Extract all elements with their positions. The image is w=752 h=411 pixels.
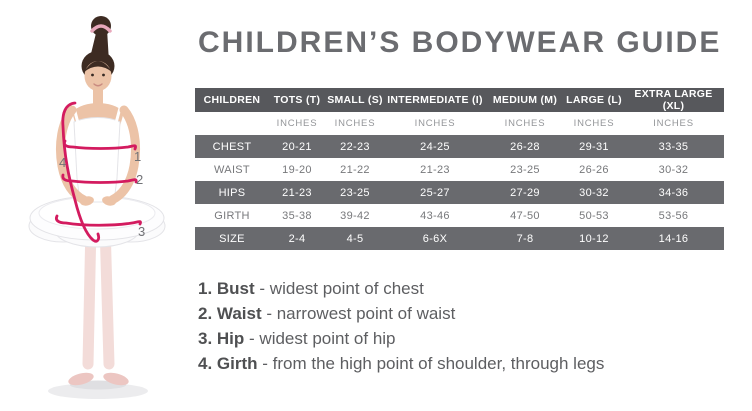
chest-value: 20-21 xyxy=(282,140,312,153)
units-cell: INCHES xyxy=(504,118,546,129)
girth-value: 39-42 xyxy=(340,209,370,222)
hips-value: 30-32 xyxy=(579,186,609,199)
waist-marker-label: 2 xyxy=(136,172,143,187)
legend-desc-bust: - widest point of chest xyxy=(259,279,424,298)
row-label-hips: HIPS xyxy=(218,186,246,199)
units-cell-empty xyxy=(195,112,269,135)
size-value: 14-16 xyxy=(658,232,689,245)
size-value: 6-6X xyxy=(422,232,448,245)
neck xyxy=(93,86,103,104)
row-label-chest: CHEST xyxy=(212,140,252,153)
face xyxy=(84,61,112,91)
units-cell: INCHES xyxy=(334,118,376,129)
table-row-hips: HIPS 21-23 23-25 25-27 27-29 30-32 34-36 xyxy=(195,181,724,204)
column-header-medium: MEDIUM (M) xyxy=(492,94,558,106)
units-cell: INCHES xyxy=(276,118,318,129)
legend-desc-waist: - narrowest point of waist xyxy=(266,304,456,323)
hips-value: 21-23 xyxy=(282,186,312,199)
hips-value: 23-25 xyxy=(340,186,370,199)
hips-value: 27-29 xyxy=(510,186,540,199)
bust-measure-line xyxy=(63,139,137,151)
right-strap xyxy=(114,106,122,125)
right-eye xyxy=(102,73,105,77)
waist-value: 21-23 xyxy=(420,163,450,176)
size-value: 4-5 xyxy=(346,232,364,245)
legend-desc-hip: - widest point of hip xyxy=(249,329,396,348)
column-header-tots: TOTS (T) xyxy=(273,94,321,106)
row-label-size: SIZE xyxy=(219,232,245,245)
smile xyxy=(93,83,103,87)
chest-value: 24-25 xyxy=(420,140,450,153)
chest-value: 26-28 xyxy=(510,140,540,153)
pink-headband xyxy=(90,24,112,33)
size-value: 2-4 xyxy=(288,232,306,245)
legend-item-girth: 4. Girth - from the high point of should… xyxy=(198,351,746,376)
left-hand xyxy=(80,196,94,206)
legend-item-waist: 2. Waist - narrowest point of waist xyxy=(198,301,746,326)
hair-fringe xyxy=(84,61,112,72)
units-row: INCHES INCHES INCHES INCHES INCHES INCHE… xyxy=(195,112,724,135)
size-value: 10-12 xyxy=(579,232,609,245)
left-arm xyxy=(55,105,89,205)
bust-marker-label: 1 xyxy=(134,149,141,164)
hips-value: 34-36 xyxy=(658,186,689,199)
left-leg xyxy=(82,218,97,370)
legend-term-hip: 3. Hip xyxy=(198,329,245,348)
legend-desc-girth: - from the high point of shoulder, throu… xyxy=(262,354,605,373)
column-header-intermediate: INTERMEDIATE (I) xyxy=(387,94,483,106)
waist-value: 23-25 xyxy=(510,163,540,176)
chest-value: 22-23 xyxy=(340,140,370,153)
right-arm xyxy=(107,105,141,205)
legend-term-girth: 4. Girth xyxy=(198,354,258,373)
row-label-waist: WAIST xyxy=(214,163,250,176)
units-cell: INCHES xyxy=(573,118,615,129)
legend-term-bust: 1. Bust xyxy=(198,279,255,298)
table-header-row: CHILDREN TOTS (T) SMALL (S) INTERMEDIATE… xyxy=(195,88,724,112)
left-eye xyxy=(91,73,94,77)
hip-measure-line xyxy=(55,214,142,227)
right-ballet-slipper xyxy=(103,372,129,386)
table-row-size: SIZE 2-4 4-5 6-6X 7-8 10-12 14-16 xyxy=(195,227,724,250)
units-cell: INCHES xyxy=(653,118,694,129)
table-row-chest: CHEST 20-21 22-23 24-25 26-28 29-31 33-3… xyxy=(195,135,724,158)
table-row-waist: WAIST 19-20 21-22 21-23 23-25 26-26 30-3… xyxy=(195,158,724,181)
waist-value: 30-32 xyxy=(658,163,689,176)
hip-marker-label: 3 xyxy=(138,224,145,239)
hips-value: 25-27 xyxy=(420,186,450,199)
right-hand xyxy=(102,196,116,206)
girth-marker-label: 4 xyxy=(59,155,66,170)
legend-term-waist: 2. Waist xyxy=(198,304,262,323)
legend-item-hip: 3. Hip - widest point of hip xyxy=(198,326,746,351)
legend-item-bust: 1. Bust - widest point of chest xyxy=(198,276,746,301)
size-value: 7-8 xyxy=(516,232,534,245)
waist-value: 19-20 xyxy=(282,163,312,176)
units-cell: INCHES xyxy=(414,118,456,129)
column-header-small: SMALL (S) xyxy=(327,94,383,106)
size-chart-table: CHILDREN TOTS (T) SMALL (S) INTERMEDIATE… xyxy=(195,88,724,250)
waist-value: 21-22 xyxy=(340,163,370,176)
column-header-large: LARGE (L) xyxy=(566,94,622,106)
column-header-extra-large: EXTRA LARGE (XL) xyxy=(634,88,713,112)
column-header-children: CHILDREN xyxy=(203,94,261,106)
girth-value: 43-46 xyxy=(420,209,450,222)
girth-value: 53-56 xyxy=(658,209,689,222)
girth-value: 35-38 xyxy=(282,209,312,222)
girth-value: 47-50 xyxy=(510,209,540,222)
page-title: CHILDREN’S BODYWEAR GUIDE xyxy=(198,26,722,59)
girth-value: 50-53 xyxy=(579,209,609,222)
ballerina-illustration: 1 2 3 4 xyxy=(28,16,166,399)
waist-measure-line xyxy=(61,173,138,184)
table-row-girth: GIRTH 35-38 39-42 43-46 47-50 50-53 53-5… xyxy=(195,204,724,227)
left-ballet-slipper xyxy=(68,372,94,386)
ballerina-photo: 1 2 3 4 xyxy=(18,4,188,406)
chest-value: 33-35 xyxy=(658,140,689,153)
chest-value: 29-31 xyxy=(579,140,609,153)
leotard-bodice xyxy=(73,117,121,203)
row-label-girth: GIRTH xyxy=(214,209,250,222)
girth-measure-line xyxy=(61,101,101,243)
right-leg xyxy=(99,218,115,370)
waist-value: 26-26 xyxy=(579,163,609,176)
measurement-legend: 1. Bust - widest point of chest 2. Waist… xyxy=(198,276,746,376)
